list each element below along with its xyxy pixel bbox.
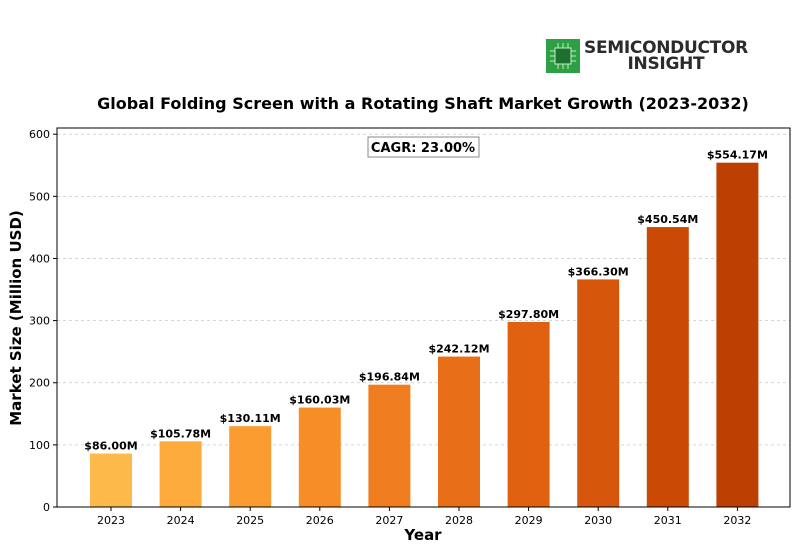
y-tick-label: 500 <box>29 190 50 203</box>
chart-title: Global Folding Screen with a Rotating Sh… <box>97 94 749 113</box>
y-tick-label: 300 <box>29 315 50 328</box>
bar <box>298 407 341 507</box>
cagr-box <box>367 136 480 158</box>
bar <box>577 279 620 507</box>
bar-value-label: $297.80M <box>498 308 559 321</box>
logo-line-2: INSIGHT <box>627 54 705 74</box>
x-tick-label: 2032 <box>723 514 751 527</box>
y-tick-label: 400 <box>29 252 50 265</box>
y-tick-label: 200 <box>29 377 50 390</box>
plot-frame <box>56 127 791 508</box>
bar <box>438 356 480 507</box>
bar <box>716 162 759 508</box>
y-axis-ticks: 0 100 200 300 400 500 600 <box>29 128 57 514</box>
bars <box>90 162 759 508</box>
bar-value-label: $160.03M <box>289 394 350 407</box>
x-tick-label: 2026 <box>306 514 334 527</box>
x-axis-label: Year <box>403 526 442 544</box>
bar-value-label: $196.84M <box>359 371 420 384</box>
cagr-annotation: CAGR: 23.00% <box>367 136 480 158</box>
x-tick-label: 2023 <box>97 514 125 527</box>
y-tick-label: 0 <box>43 501 50 514</box>
cagr-text: CAGR: 23.00% <box>371 141 475 156</box>
y-tick-label: 600 <box>29 128 50 141</box>
bar-value-label: $242.12M <box>428 343 489 356</box>
x-tick-label: 2024 <box>167 514 195 527</box>
logo-text: SEMICONDUCTOR INSIGHT <box>584 38 748 74</box>
bar <box>368 384 411 507</box>
x-tick-label: 2027 <box>375 514 403 527</box>
x-tick-label: 2030 <box>584 514 612 527</box>
x-axis-ticks: 2023 2024 2025 2026 2027 2028 2029 2030 2031 2032 <box>97 507 751 527</box>
x-tick-label: 2029 <box>515 514 543 527</box>
x-tick-label: 2028 <box>445 514 473 527</box>
bar-value-labels: $86.00M $105.78M $130.11M $160.03M $196.84M $… <box>84 149 768 453</box>
bar <box>229 426 272 507</box>
brand-logo: SEMICONDUCTOR INSIGHT <box>546 38 748 74</box>
bar <box>507 321 550 507</box>
bar <box>646 227 689 507</box>
bar-value-label: $105.78M <box>150 427 211 440</box>
bar-value-label: $450.54M <box>637 213 698 226</box>
bar <box>90 453 132 507</box>
bar <box>159 441 202 507</box>
x-tick-label: 2025 <box>236 514 264 527</box>
bar-value-label: $554.17M <box>707 149 768 162</box>
chip-icon <box>546 39 580 73</box>
y-tick-label: 100 <box>29 439 50 452</box>
logo-line-1: SEMICONDUCTOR <box>584 38 748 58</box>
y-axis-label: Market Size (Million USD) <box>7 210 25 426</box>
x-tick-label: 2031 <box>654 514 682 527</box>
bar-value-label: $130.11M <box>220 412 281 425</box>
bar-value-label: $366.30M <box>568 265 629 278</box>
bar-value-label: $86.00M <box>84 440 137 453</box>
